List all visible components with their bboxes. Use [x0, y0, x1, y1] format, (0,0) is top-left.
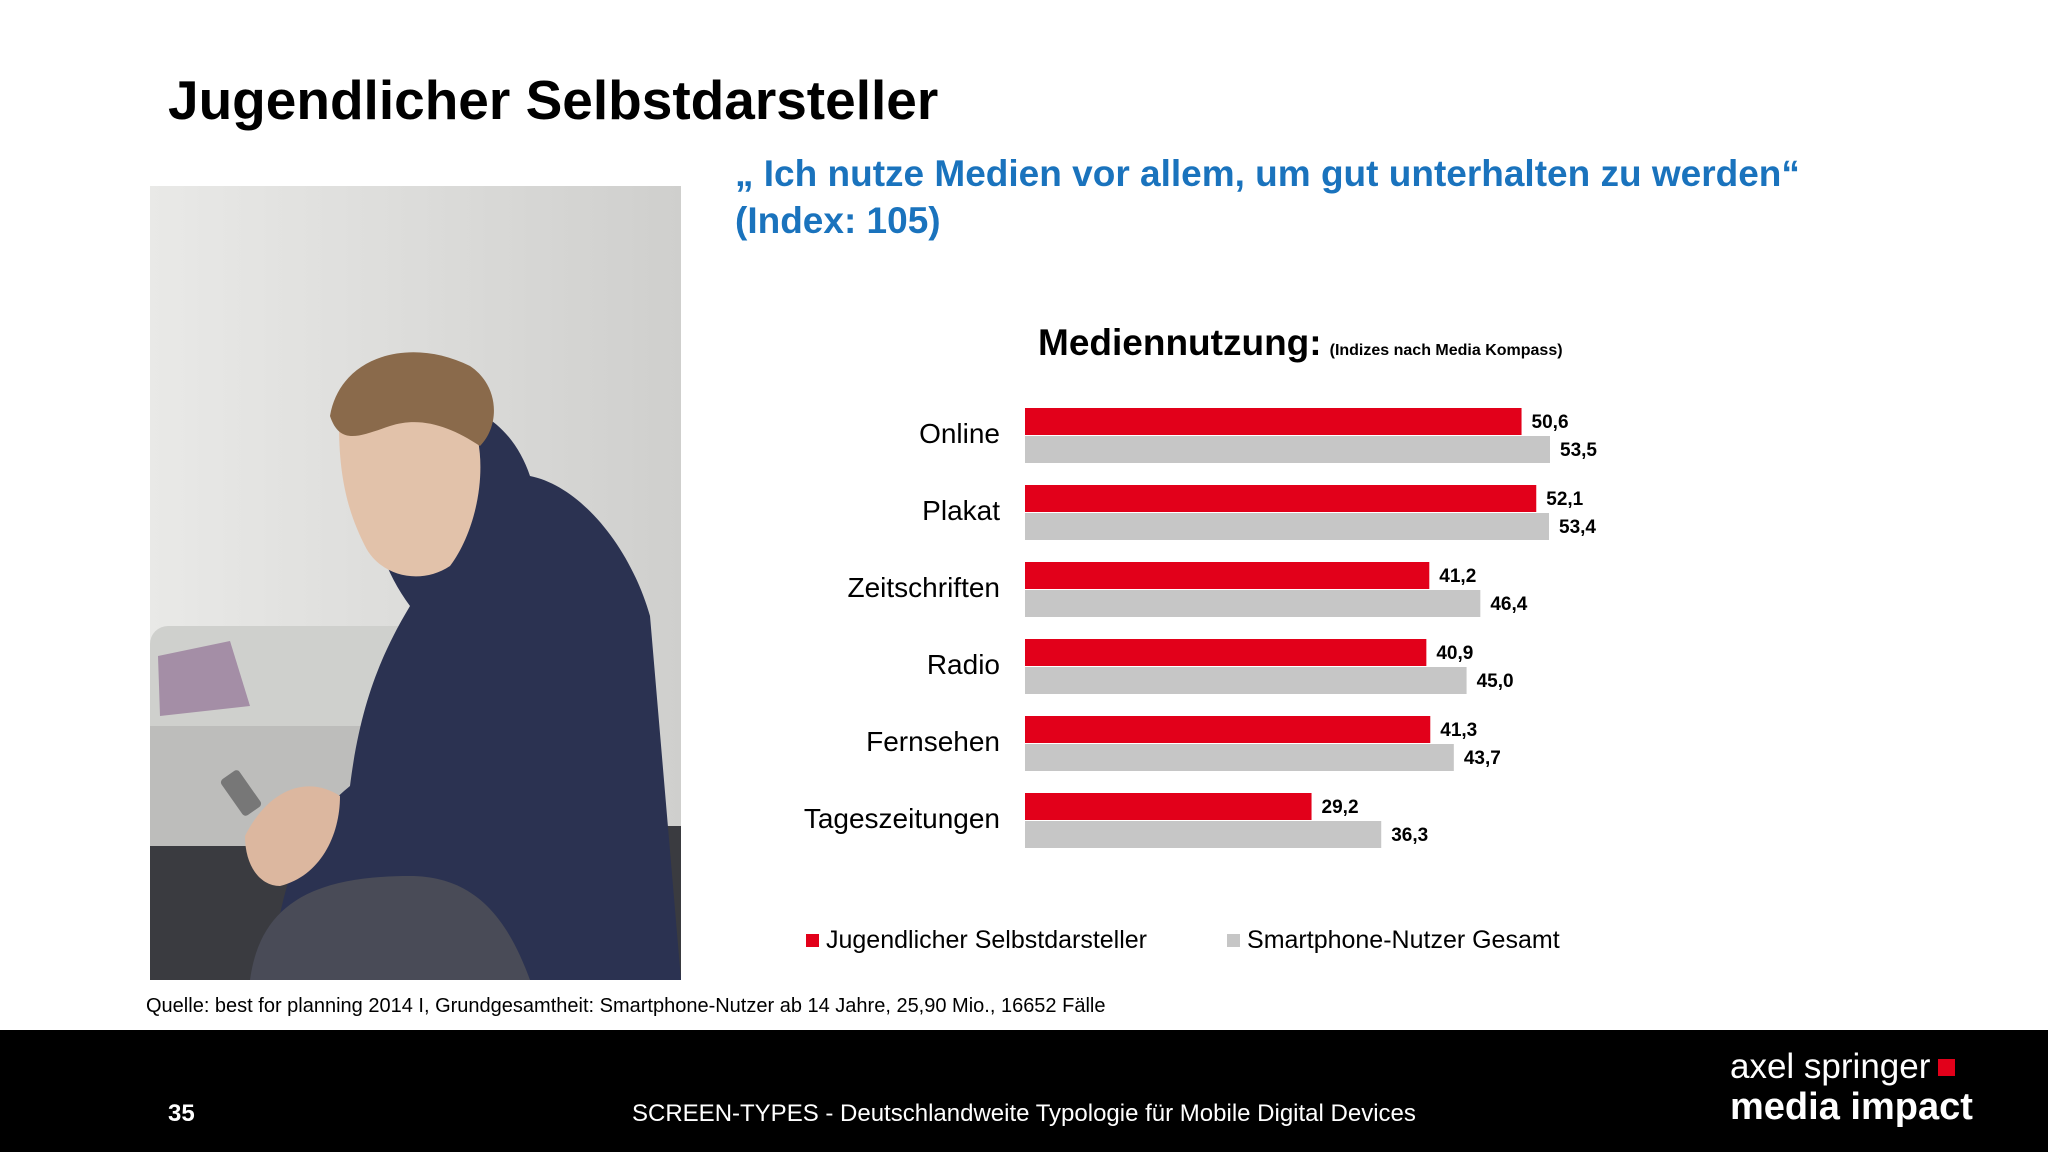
slide-title: Jugendlicher Selbstdarsteller [168, 69, 939, 131]
bar-radio-series-2 [1025, 667, 1467, 694]
brand-name: axel springer [1730, 1047, 1931, 1086]
brand-square-icon [1938, 1058, 1956, 1076]
chart-title: Mediennutzung: (Indizes nach Media Kompas… [1038, 322, 1563, 364]
legend-item-series-1: Jugendlicher Selbstdarsteller [806, 926, 1147, 955]
bar-plakat-series-2 [1025, 513, 1550, 540]
bar-online-series-1 [1025, 408, 1522, 435]
bar-online-series-2 [1025, 436, 1550, 463]
category-label-tageszeitungen: Tageszeitungen [804, 803, 1000, 834]
brand-line-2: media impact [1730, 1086, 1973, 1128]
data-label-fernsehen-series-2: 43,7 [1464, 748, 1501, 769]
legend-swatch-red [806, 934, 819, 947]
data-label-radio-series-1: 40,9 [1436, 643, 1473, 664]
legend-label-series-2: Smartphone-Nutzer Gesamt [1247, 926, 1560, 954]
data-label-plakat-series-1: 52,1 [1546, 489, 1583, 510]
category-label-fernsehen: Fernsehen [866, 726, 1000, 757]
bar-tageszeitungen-series-2 [1025, 821, 1382, 848]
legend-swatch-grey [1227, 934, 1241, 947]
quote: „ Ich nutze Medien vor allem, um gut unt… [735, 150, 1800, 244]
data-label-plakat-series-2: 53,4 [1559, 517, 1596, 538]
page-number: 35 [168, 1100, 195, 1127]
data-label-online-series-2: 53,5 [1560, 440, 1597, 461]
bar-zeitschriften-series-2 [1025, 590, 1481, 617]
bar-radio-series-1 [1025, 639, 1427, 666]
category-label-plakat: Plakat [922, 495, 1000, 526]
bar-plakat-series-1 [1025, 485, 1537, 512]
data-label-fernsehen-series-1: 41,3 [1440, 720, 1477, 741]
brand-logo: axel springer media impact [1730, 1048, 2020, 1129]
brand-line-1: axel springer [1730, 1048, 2020, 1086]
data-label-zeitschriften-series-2: 46,4 [1490, 594, 1527, 615]
quote-line-2: (Index: 105) [735, 200, 941, 241]
bar-fernsehen-series-1 [1025, 716, 1431, 743]
legend-item-series-2: Smartphone-Nutzer Gesamt [1227, 926, 1560, 955]
data-label-radio-series-2: 45,0 [1477, 671, 1514, 692]
legend-label-series-1: Jugendlicher Selbstdarsteller [826, 926, 1148, 954]
data-label-zeitschriften-series-1: 41,2 [1439, 566, 1476, 587]
category-label-zeitschriften: Zeitschriften [848, 572, 1001, 603]
data-label-online-series-1: 50,6 [1532, 412, 1569, 433]
bar-fernsehen-series-2 [1025, 744, 1454, 771]
footer-bar: 35 SCREEN-TYPES - Deutschlandweite Typol… [0, 1030, 2048, 1152]
footer-title: SCREEN-TYPES - Deutschlandweite Typologi… [632, 1100, 1416, 1127]
category-label-online: Online [919, 418, 1000, 449]
teen-with-smartphone-photo [150, 186, 681, 980]
quote-line-1: „ Ich nutze Medien vor allem, um gut unt… [735, 153, 1800, 194]
category-label-radio: Radio [927, 649, 1000, 680]
data-label-tageszeitungen-series-1: 29,2 [1322, 797, 1359, 818]
chart-title-main: Mediennutzung: [1038, 322, 1322, 363]
bar-tageszeitungen-series-1 [1025, 793, 1312, 820]
data-label-tageszeitungen-series-2: 36,3 [1391, 825, 1428, 846]
chart-legend: Jugendlicher Selbstdarsteller Smartphone… [806, 926, 1560, 955]
bar-zeitschriften-series-1 [1025, 562, 1430, 589]
chart-subtitle: (Indizes nach Media Kompass) [1329, 342, 1563, 359]
source-note: Quelle: best for planning 2014 I, Grundg… [146, 995, 1106, 1017]
